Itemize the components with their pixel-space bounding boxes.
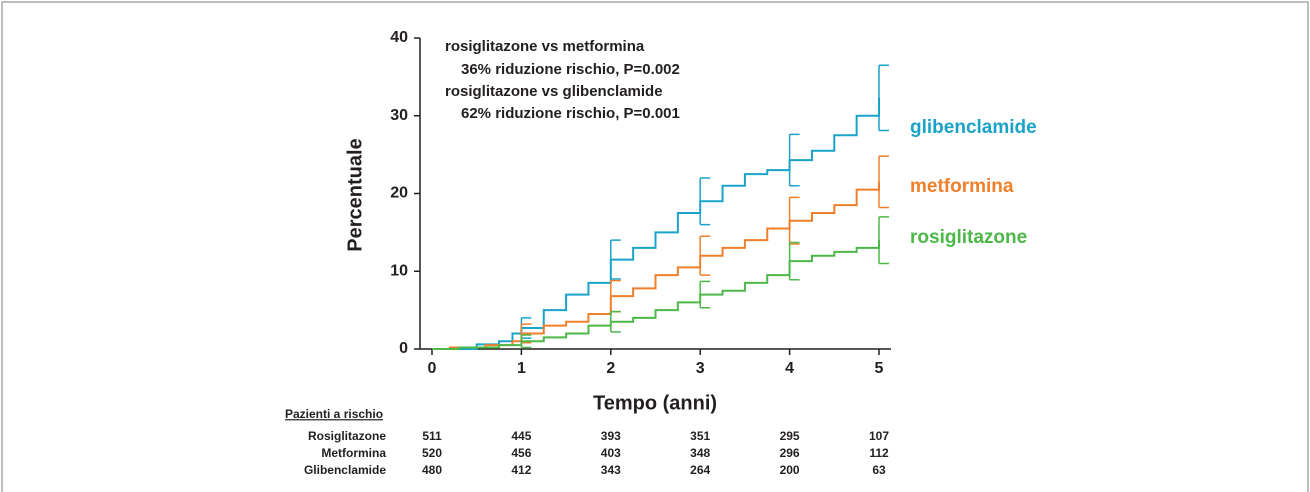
legend-label: glibenclamide — [910, 117, 1037, 138]
risk-value: 511 — [422, 429, 442, 443]
risk-row-label: Metformina — [321, 446, 386, 460]
error-bar — [788, 133, 800, 187]
risk-value: 295 — [780, 429, 800, 443]
x-tick-label: 1 — [517, 360, 526, 377]
error-bar — [699, 235, 711, 276]
x-axis-title: Tempo (anni) — [593, 392, 717, 414]
legend-label: rosiglitazone — [910, 227, 1027, 248]
risk-value: 445 — [511, 429, 531, 443]
risk-row-label: Glibenclamide — [304, 463, 386, 477]
x-tick-label: 2 — [606, 360, 615, 377]
risk-value: 520 — [422, 446, 442, 460]
error-bar — [699, 280, 711, 309]
y-tick-label: 0 — [399, 340, 408, 357]
y-tick-label: 20 — [390, 185, 408, 202]
y-axis-title: Percentuale — [344, 138, 366, 251]
error-bar — [788, 241, 800, 281]
error-bar — [610, 310, 621, 333]
risk-value: 393 — [601, 429, 621, 443]
risk-value: 456 — [511, 446, 531, 460]
error-bar — [520, 334, 532, 349]
error-bar — [878, 64, 889, 132]
error-bar — [878, 155, 889, 209]
x-tick-label: 0 — [428, 360, 437, 377]
legend-label: metformina — [910, 176, 1014, 197]
y-tick-label: 10 — [390, 262, 408, 279]
y-tick-label: 30 — [390, 107, 408, 124]
annotation: 36% riduzione rischio, P=0.002 — [461, 61, 680, 78]
y-tick-label: 40 — [390, 29, 408, 46]
error-bar — [788, 196, 800, 245]
series-line — [432, 240, 880, 350]
annotation: rosiglitazone vs glibenclamide — [445, 83, 663, 100]
risk-row-label: Rosiglitazone — [308, 429, 386, 443]
risk-value: 107 — [869, 429, 889, 443]
series-line — [432, 97, 880, 350]
annotation: rosiglitazone vs metformina — [445, 38, 645, 55]
risk-value: 296 — [780, 446, 800, 460]
risk-value: 412 — [511, 463, 531, 477]
annotation: 62% riduzione rischio, P=0.001 — [461, 105, 680, 122]
risk-value: 63 — [872, 463, 886, 477]
error-bar — [610, 239, 621, 280]
risk-value: 264 — [690, 463, 710, 477]
x-tick-label: 5 — [875, 360, 884, 377]
risk-value: 112 — [869, 446, 889, 460]
risk-value: 343 — [601, 463, 621, 477]
error-bar — [878, 216, 889, 265]
error-bar — [699, 177, 711, 226]
risk-value: 351 — [690, 429, 710, 443]
risk-value: 200 — [780, 463, 800, 477]
risk-value: 403 — [601, 446, 621, 460]
x-tick-label: 4 — [785, 360, 794, 377]
x-tick-label: 3 — [696, 360, 705, 377]
risk-value: 480 — [422, 463, 442, 477]
risk-value: 348 — [690, 446, 710, 460]
risk-table-title: Pazienti a rischio — [285, 407, 383, 421]
series-line — [432, 181, 880, 350]
